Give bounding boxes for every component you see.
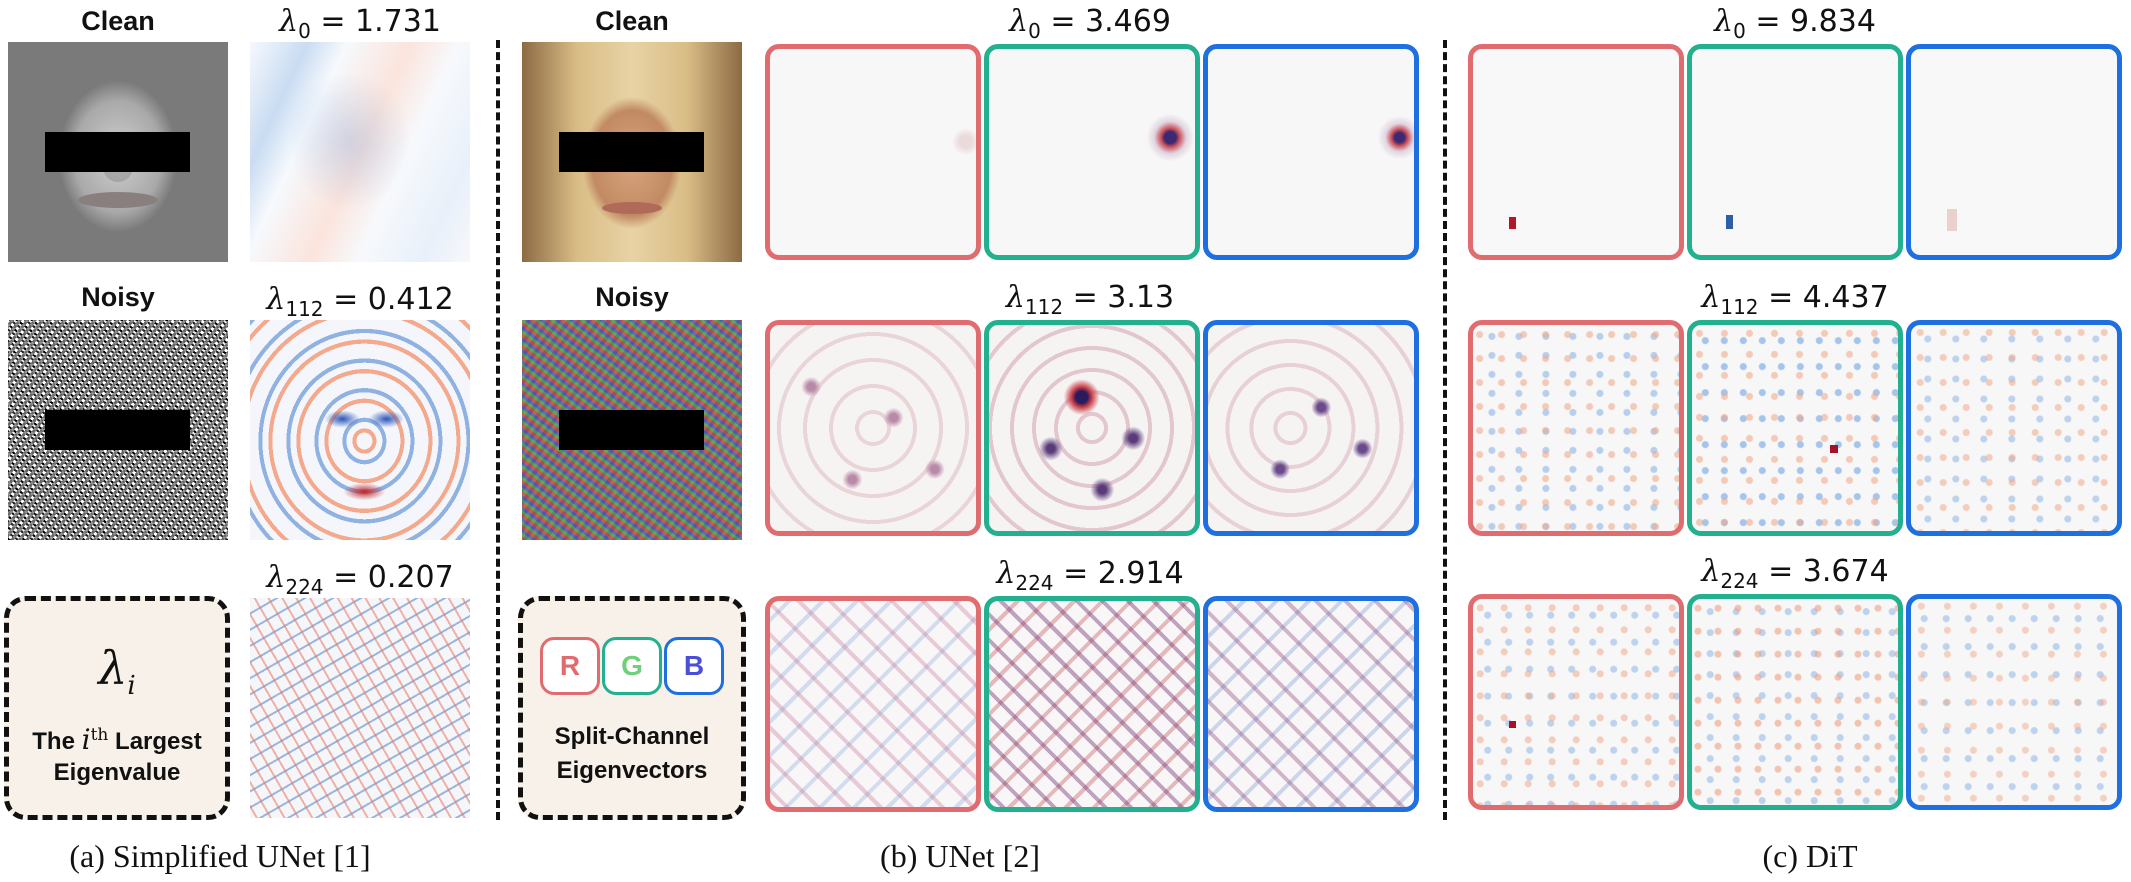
legend-line-2: Eigenvalue [53, 759, 181, 786]
panel-b-r0-red-channel [765, 44, 981, 260]
panel-b-r0-green-channel [984, 44, 1200, 260]
panel-b-legend-box: R G B Split-Channel Eigenvectors [518, 596, 746, 820]
redaction-bar [45, 132, 190, 172]
chip-r: R [540, 637, 600, 695]
panel-b-r112-green-channel [984, 320, 1200, 536]
panel-a-noisy-label: Noisy [81, 282, 155, 312]
panel-b-noisy-image [522, 320, 742, 540]
panel-c-r112-red-channel [1468, 320, 1684, 536]
panel-b-r112-blue-channel [1203, 320, 1419, 536]
panel-a-eigenvalue-0: λ0 = 1.731 [279, 4, 441, 43]
activation-pixel [1830, 445, 1838, 453]
panel-c-eigenvalue-0: λ0 = 9.834 [1714, 4, 1876, 43]
redaction-bar [559, 132, 704, 172]
panel-a-clean-label: Clean [81, 6, 155, 36]
panel-c-r112-green-channel [1687, 320, 1903, 536]
panel-c-r224-blue-channel [1906, 594, 2122, 810]
activation-pixel [1509, 721, 1516, 728]
panel-a-eigenvector-112 [250, 320, 470, 540]
activation-pixel [1509, 217, 1516, 229]
legend-lambda-symbol: λi [98, 641, 136, 702]
panel-b-r0-blue-channel [1203, 44, 1419, 260]
section-divider [1443, 40, 1447, 820]
panel-a-eigenvalue-224: λ224 = 0.207 [266, 560, 454, 599]
panel-c-r112-blue-channel [1906, 320, 2122, 536]
redaction-bar [45, 410, 190, 450]
section-divider [496, 40, 500, 820]
legend-line-2: Eigenvectors [556, 757, 708, 784]
panel-c-caption: (c) DiT [1762, 838, 1858, 874]
panel-b-r224-red-channel [765, 596, 981, 812]
panel-b-r224-green-channel [984, 596, 1200, 812]
panel-c-r0-blue-channel [1906, 44, 2122, 260]
chip-g: G [602, 637, 662, 695]
panel-b-eigenvalue-112: λ112 = 3.13 [1005, 280, 1175, 319]
panel-a-eigenvector-0 [250, 42, 470, 262]
panel-c-r224-red-channel [1468, 594, 1684, 810]
panel-a-eigenvalue-112: λ112 = 0.412 [266, 282, 454, 321]
lips-shape [78, 192, 158, 208]
panel-c-r224-green-channel [1687, 594, 1903, 810]
panel-a-legend-box: λi The ith Largest Eigenvalue [4, 596, 230, 820]
panel-b-caption: (b) UNet [2] [880, 838, 1040, 874]
panel-c-eigenvalue-112: λ112 = 4.437 [1701, 280, 1889, 319]
panel-b-clean-label: Clean [595, 6, 669, 36]
activation-pixel [1947, 209, 1957, 231]
panel-b-r224-blue-channel [1203, 596, 1419, 812]
panel-c-r0-red-channel [1468, 44, 1684, 260]
panel-c-r0-green-channel [1687, 44, 1903, 260]
panel-b-eigenvalue-224: λ224 = 2.914 [996, 556, 1184, 595]
lips-shape [602, 202, 662, 214]
panel-c-eigenvalue-224: λ224 = 3.674 [1701, 554, 1889, 593]
legend-line-1: Split-Channel [554, 723, 710, 750]
panel-a-caption: (a) Simplified UNet [1] [69, 838, 371, 874]
panel-b-noisy-label: Noisy [595, 282, 669, 312]
panel-b-r112-red-channel [765, 320, 981, 536]
redaction-bar [559, 410, 704, 450]
legend-line-1: The ith Largest [32, 723, 202, 756]
chip-b: B [664, 637, 724, 695]
panel-a-eigenvector-224 [250, 598, 470, 818]
activation-pixel [1726, 215, 1733, 229]
panel-b-eigenvalue-0: λ0 = 3.469 [1009, 4, 1171, 43]
